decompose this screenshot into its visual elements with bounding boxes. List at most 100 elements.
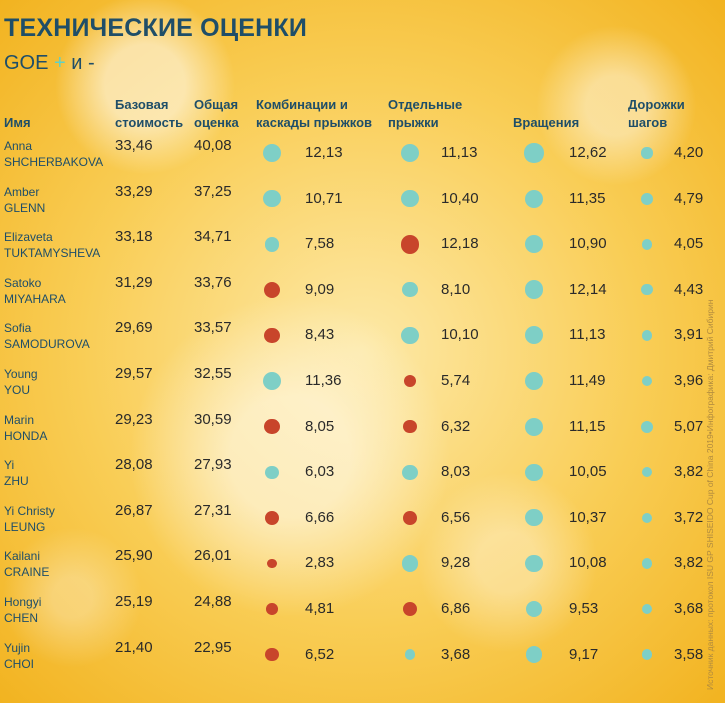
combos-circle [265, 465, 279, 479]
combos-value: 6,66 [305, 508, 335, 526]
skater-name: Marin HONDA [4, 412, 47, 444]
skater-first-name: Satoko [4, 275, 42, 290]
base-value: 28,08 [115, 456, 153, 474]
jumps-circle [402, 282, 418, 298]
spins-value: 10,08 [569, 554, 607, 572]
steps-value: 5,07 [674, 417, 704, 435]
jumps-value: 11,13 [441, 144, 478, 161]
base-value: 26,87 [115, 501, 153, 519]
jumps-value: 9,28 [441, 554, 471, 572]
steps-circle [641, 330, 653, 341]
skater-first-name: Anna [4, 139, 33, 153]
spins-value: 10,37 [569, 508, 607, 526]
base-value: 29,23 [115, 410, 153, 428]
skater-last-name: TUKTAMYSHEVA [4, 246, 101, 261]
steps-value: 4,43 [674, 280, 704, 298]
subtitle-plus: + [54, 52, 66, 74]
skater-first-name: Yi Christy [4, 503, 55, 518]
skater-last-name: GLENN [4, 200, 46, 215]
skater-name: Elizaveta TUKTAMYSHEVA [4, 229, 100, 261]
subtitle-goe: GOE [4, 52, 49, 74]
skater-last-name: SHCHERBAKOVA [4, 155, 104, 169]
combos-value: 2,83 [305, 554, 335, 572]
combos-circle [263, 189, 281, 208]
chart-title: ТЕХНИЧЕСКИЕ ОЦЕНКИ [4, 14, 308, 42]
skater-first-name: Kailani [4, 549, 41, 564]
combos-circle [265, 510, 279, 525]
spins-circle [525, 235, 543, 254]
subtitle-rest: и - [71, 52, 95, 74]
steps-circle [640, 420, 654, 433]
skater-last-name: SAMODUROVA [4, 337, 90, 352]
spins-value: 10,90 [569, 235, 607, 253]
spins-value: 9,17 [569, 645, 599, 663]
spins-value: 11,15 [569, 417, 606, 435]
header-base: Базовая стоимость [115, 97, 184, 130]
total-score: 30,59 [194, 410, 232, 428]
skater-name: Yi ZHU [4, 457, 29, 489]
skater-last-name: CHEN [4, 611, 39, 625]
skater-first-name: Yujin [4, 640, 31, 655]
steps-value: 3,68 [674, 600, 704, 617]
jumps-value: 10,40 [441, 189, 479, 207]
steps-value: 3,72 [674, 508, 704, 526]
spins-circle [525, 646, 543, 663]
skater-first-name: Young [4, 367, 38, 381]
base-value: 29,69 [115, 319, 153, 337]
jumps-value: 6,86 [441, 600, 471, 617]
combos-value: 7,58 [305, 235, 335, 253]
combos-value: 6,03 [305, 463, 335, 481]
jumps-value: 10,10 [441, 326, 479, 344]
header-steps: Дорожки шагов [628, 97, 685, 130]
skater-name: Anna SHCHERBAKOVA [4, 138, 103, 170]
header-name: Имя [4, 115, 31, 130]
spins-value: 11,13 [569, 326, 606, 344]
total-score: 24,88 [194, 593, 232, 610]
skater-name: Yujin CHOI [4, 640, 34, 672]
spins-circle [524, 371, 544, 391]
total-score: 32,55 [194, 365, 232, 382]
total-score: 22,95 [194, 638, 232, 656]
steps-circle [641, 238, 653, 250]
combos-circle [265, 647, 279, 662]
skater-last-name: HONDA [4, 428, 48, 443]
jumps-value: 3,68 [441, 645, 471, 663]
base-value: 25,90 [115, 547, 153, 565]
steps-circle [641, 558, 653, 569]
jumps-circle [400, 143, 419, 162]
base-value: 33,18 [115, 228, 153, 246]
jumps-circle [401, 189, 419, 208]
combos-circle [262, 371, 282, 391]
skater-last-name: CRAINE [4, 565, 50, 580]
steps-value: 3,91 [674, 326, 704, 344]
header-combos: Комбинации и каскады прыжков [256, 97, 373, 130]
skater-name: Yi Christy LEUNG [4, 503, 55, 535]
steps-value: 4,05 [674, 235, 704, 253]
skater-first-name: Elizaveta [4, 230, 53, 245]
base-value: 33,29 [115, 182, 153, 200]
spins-circle [524, 280, 544, 300]
combos-value: 12,13 [305, 144, 343, 161]
steps-value: 3,82 [674, 554, 704, 572]
steps-circle [641, 147, 653, 159]
base-value: 31,29 [115, 273, 153, 291]
steps-value: 4,20 [674, 144, 704, 161]
combos-circle [264, 327, 280, 344]
combos-circle [264, 236, 280, 252]
spins-circle [524, 189, 544, 208]
skater-name: Hongyi CHEN [4, 594, 41, 626]
spins-circle [525, 554, 543, 572]
base-value: 29,57 [115, 365, 153, 382]
jumps-circle [403, 374, 417, 388]
combos-circle [262, 143, 282, 163]
steps-value: 3,82 [674, 463, 704, 481]
steps-circle [641, 466, 653, 478]
skater-last-name: ZHU [4, 474, 29, 489]
skater-first-name: Yi [4, 458, 15, 473]
jumps-circle [401, 555, 419, 572]
spins-value: 11,49 [569, 372, 606, 389]
steps-circle [641, 603, 653, 615]
total-score: 33,76 [194, 273, 232, 291]
combos-circle [263, 281, 281, 298]
total-score: 34,71 [194, 228, 232, 246]
